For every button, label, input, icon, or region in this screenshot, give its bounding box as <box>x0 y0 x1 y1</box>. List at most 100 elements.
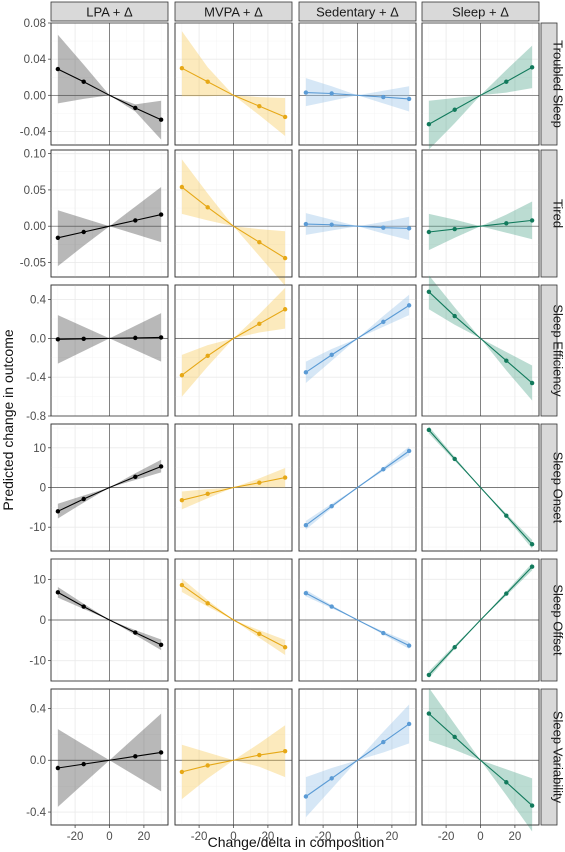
y-tick-label: 0.08 <box>24 18 46 30</box>
estimate-point <box>381 630 386 636</box>
y-tick-label: 0.04 <box>24 54 47 66</box>
estimate-point <box>303 794 309 799</box>
estimate-point <box>282 307 288 312</box>
x-tick-label: -20 <box>315 831 332 843</box>
strip-background <box>540 423 558 552</box>
estimate-point <box>55 235 61 241</box>
estimate-point <box>158 212 164 217</box>
y-tick-label: -0.05 <box>20 257 46 269</box>
estimate-line <box>428 66 533 125</box>
estimate-point <box>179 373 185 378</box>
estimate-point <box>329 91 334 96</box>
panel-sleep-onset-sleep <box>421 423 540 552</box>
estimate-line <box>181 308 286 376</box>
panel-sleep-offset-sedentary <box>298 558 417 682</box>
strip-background <box>540 22 558 146</box>
estimate-point <box>158 335 164 340</box>
estimate-point <box>179 582 185 588</box>
estimate-point <box>329 222 334 227</box>
estimate-point <box>406 303 412 308</box>
panel-sleep-onset-mvpa <box>174 423 293 552</box>
panel-tired-lpa <box>50 149 169 278</box>
y-tick-label: 10 <box>33 443 46 455</box>
panel-border <box>421 423 540 552</box>
panel-border <box>50 149 169 278</box>
estimate-point <box>282 748 288 754</box>
x-tick-label: 20 <box>509 831 522 843</box>
strip-background <box>174 1 293 22</box>
estimate-point <box>529 564 535 569</box>
estimate-point <box>303 590 309 596</box>
x-tick-label: 20 <box>262 831 275 843</box>
estimate-point <box>406 448 412 454</box>
panel-border <box>50 423 169 552</box>
strip-background <box>50 1 169 22</box>
estimate-line <box>57 336 162 340</box>
confidence-band <box>181 31 286 136</box>
strip-background <box>540 558 558 682</box>
estimate-point <box>81 229 86 235</box>
strip-background <box>421 1 540 22</box>
panel-sleep-variability-sedentary <box>298 688 417 826</box>
panel-border <box>174 558 293 682</box>
panel-sleep-variability-lpa <box>50 688 169 826</box>
estimate-point <box>179 65 185 71</box>
panel-border <box>298 558 417 682</box>
estimate-point <box>381 94 386 100</box>
row-strip-tired: Tired <box>540 149 565 278</box>
estimate-line <box>428 713 533 806</box>
strip-background <box>540 688 558 826</box>
y-axis-title: Predicted change in outcome <box>0 329 16 511</box>
y-tick-label: 0.4 <box>30 703 47 715</box>
estimate-point <box>133 335 138 341</box>
estimate-point <box>406 226 412 231</box>
estimate-point <box>179 184 185 190</box>
panel-sleep-offset-mvpa <box>174 558 293 682</box>
estimate-point <box>426 289 432 294</box>
panel-sleep-onset-lpa <box>50 423 169 552</box>
y-tick-label: -0.04 <box>20 126 47 138</box>
estimate-point <box>55 337 61 342</box>
confidence-band <box>181 468 286 510</box>
confidence-band <box>181 725 286 800</box>
estimate-line <box>57 68 162 121</box>
estimate-point <box>426 229 432 235</box>
estimate-line <box>428 429 533 545</box>
confidence-band <box>305 704 410 818</box>
panel-troubled-sleep-sleep <box>421 22 540 150</box>
panel-border <box>421 22 540 146</box>
panel-tired-mvpa <box>174 149 293 286</box>
estimate-point <box>329 352 334 358</box>
estimate-point <box>303 523 309 528</box>
estimate-point <box>205 353 210 359</box>
estimate-point <box>133 754 138 759</box>
panel-troubled-sleep-lpa <box>50 22 169 146</box>
estimate-point <box>257 321 262 327</box>
x-tick-label: 20 <box>138 831 151 843</box>
row-strip-label: Sleep Variability <box>551 711 565 804</box>
estimate-point <box>257 103 262 109</box>
column-strip-lpa: LPA + Δ <box>50 1 169 22</box>
estimate-point <box>529 803 535 808</box>
estimate-point <box>504 780 509 785</box>
x-tick-label: 0 <box>354 831 360 843</box>
estimate-line <box>181 584 286 648</box>
estimate-point <box>452 313 457 319</box>
estimate-point <box>81 496 86 502</box>
y-tick-label: 0 <box>40 483 46 495</box>
estimate-point <box>329 776 334 781</box>
y-tick-label: 0.0 <box>30 333 46 345</box>
estimate-point <box>179 498 185 503</box>
y-tick-label: 0.4 <box>30 295 47 307</box>
estimate-point <box>406 643 412 648</box>
panel-border <box>50 284 169 417</box>
estimate-point <box>81 336 86 342</box>
estimate-point <box>133 218 138 223</box>
panel-border <box>50 558 169 682</box>
estimate-point <box>406 96 412 102</box>
estimate-point <box>504 591 509 596</box>
panel-sleep-offset-sleep <box>421 558 540 682</box>
panel-sleep-efficiency-lpa <box>50 284 169 417</box>
y-tick-label: -10 <box>29 656 46 668</box>
row-strip-label: Sleep Offset <box>551 584 565 656</box>
